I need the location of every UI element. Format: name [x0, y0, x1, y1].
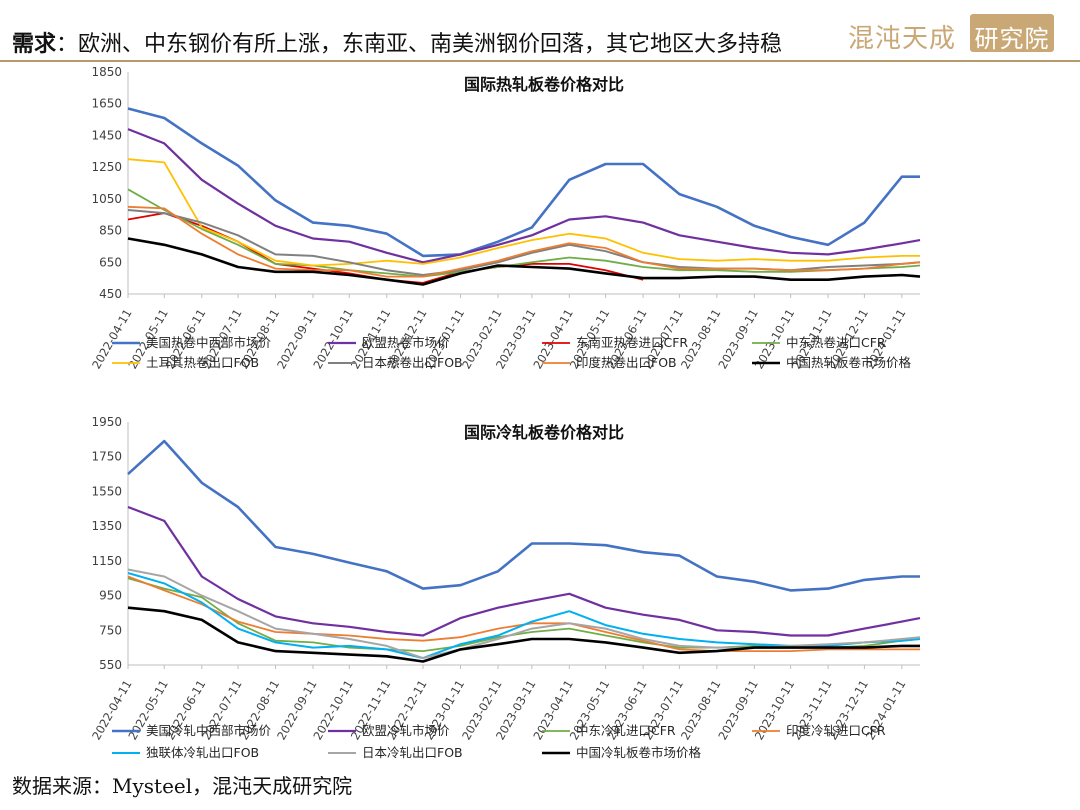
legend-label: 美国热卷中西部市场价	[146, 335, 272, 350]
legend-item: 中国冷轧板卷市场价格	[542, 745, 702, 760]
legend-label: 美国冷轧中西部市场价	[146, 723, 272, 738]
legend-item: 中国热轧板卷市场价格	[752, 355, 912, 370]
chart-title: 国际热轧板卷价格对比	[464, 75, 624, 94]
logo: 混沌天成 研究院	[848, 14, 1058, 54]
legend-item: 印度冷轧进口CFR	[752, 723, 886, 738]
header-divider	[0, 60, 1080, 62]
legend-item: 印度热卷出口FOB	[542, 355, 677, 370]
series-line	[127, 606, 920, 663]
legend-label: 日本热卷出口FOB	[362, 355, 463, 370]
hot-rolled-price-chart: 国际热轧板卷价格对比450650850105012501450165018502…	[89, 65, 921, 371]
y-tick-label: 1950	[91, 415, 122, 429]
legend-item: 独联体冷轧出口FOB	[112, 745, 259, 760]
logo-brush-text: 混沌天成	[848, 24, 957, 54]
y-tick-label: 1550	[91, 484, 122, 498]
legend-item: 美国冷轧中西部市场价	[112, 723, 272, 738]
legend-item: 东南亚热卷进口CFR	[542, 335, 688, 350]
series-line	[127, 205, 921, 278]
legend-item: 美国热卷中西部市场价	[112, 335, 272, 350]
y-tick-label: 1650	[91, 97, 122, 111]
series-line	[127, 128, 921, 264]
y-tick-label: 650	[99, 255, 122, 269]
legend-item: 日本冷轧出口FOB	[328, 745, 463, 760]
legend-item: 欧盟热卷市场价	[328, 335, 450, 350]
y-tick-label: 1250	[91, 160, 122, 174]
series-line	[127, 107, 920, 258]
logo-seal-text: 研究院	[974, 25, 1050, 53]
series-line	[127, 237, 921, 286]
legend-label: 中国冷轧板卷市场价格	[576, 745, 702, 760]
logo-seal: 研究院	[970, 14, 1054, 53]
series-line	[127, 158, 920, 267]
header: 需求：欧洲、中东钢价有所上涨，东南亚、南美洲钢价回落，其它地区大多持稳 混沌天成…	[0, 0, 1080, 62]
legend-label: 印度冷轧进口CFR	[786, 723, 886, 738]
y-tick-label: 950	[99, 589, 122, 603]
legend-label: 印度热卷出口FOB	[576, 355, 677, 370]
cold-rolled-price-chart: 国际冷轧板卷价格对比550750950115013501550175019502…	[89, 415, 921, 760]
legend-item: 中东冷轧进口CFR	[542, 723, 676, 738]
y-tick-label: 850	[99, 224, 122, 238]
legend-label: 独联体冷轧出口FOB	[146, 745, 259, 760]
y-tick-label: 1150	[91, 554, 122, 568]
legend-label: 中东冷轧进口CFR	[576, 723, 676, 738]
y-tick-label: 550	[99, 658, 122, 672]
legend-label: 东南亚热卷进口CFR	[576, 335, 688, 350]
legend-item: 中东热卷进口CFR	[752, 335, 886, 350]
y-tick-label: 1850	[91, 65, 122, 79]
headline-label: 需求	[12, 31, 57, 57]
legend-label: 中国热轧板卷市场价格	[786, 355, 912, 370]
y-tick-label: 450	[99, 287, 122, 301]
y-tick-label: 1050	[91, 192, 122, 206]
series-line	[127, 188, 921, 278]
series-line	[127, 575, 920, 652]
headline-text: ：欧洲、中东钢价有所上涨，东南亚、南美洲钢价回落，其它地区大多持稳	[56, 32, 783, 57]
y-tick-label: 1450	[91, 128, 122, 142]
legend-item: 日本热卷出口FOB	[328, 355, 463, 370]
headline: 需求：欧洲、中东钢价有所上涨，东南亚、南美洲钢价回落，其它地区大多持稳	[12, 26, 782, 58]
legend-item: 土耳其热卷出口FOB	[112, 355, 259, 370]
legend-label: 欧盟冷轧市场价	[362, 723, 450, 738]
legend-label: 中东热卷进口CFR	[786, 335, 886, 350]
y-tick-label: 1750	[91, 450, 122, 464]
series-line	[127, 505, 921, 637]
legend-label: 土耳其热卷出口FOB	[146, 355, 259, 370]
legend-item: 欧盟冷轧市场价	[328, 723, 450, 738]
series-line	[127, 209, 921, 276]
chart-title: 国际冷轧板卷价格对比	[464, 423, 624, 442]
y-tick-label: 1350	[91, 519, 122, 533]
series-line	[127, 439, 920, 592]
legend-label: 欧盟热卷市场价	[362, 335, 450, 350]
y-tick-label: 750	[99, 623, 122, 637]
legend-label: 日本冷轧出口FOB	[362, 745, 463, 760]
series-line	[127, 568, 921, 660]
data-source-note: 数据来源：Mysteel，混沌天成研究院	[12, 774, 353, 798]
